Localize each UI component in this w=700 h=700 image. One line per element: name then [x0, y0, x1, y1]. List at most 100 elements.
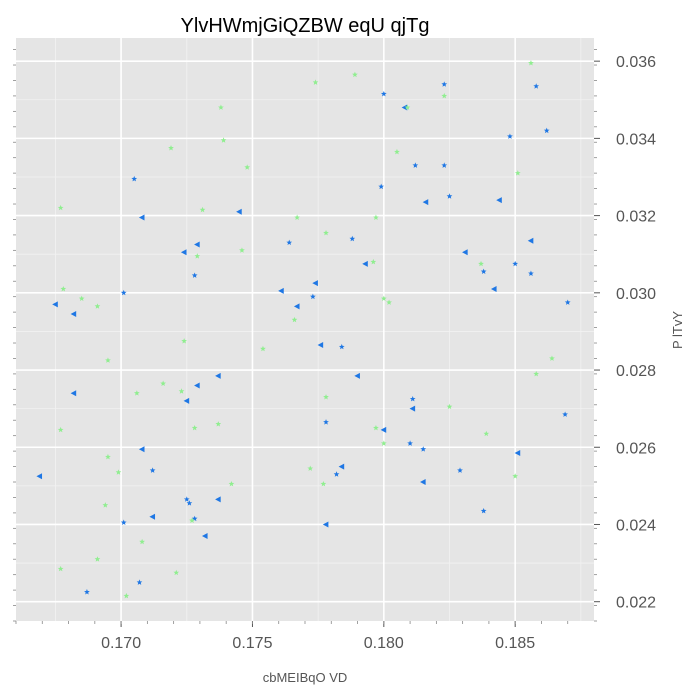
- data-point: [186, 500, 193, 506]
- y-tick-label: 0.032: [616, 209, 656, 226]
- data-point: [420, 446, 427, 452]
- data-point: [78, 295, 85, 302]
- data-point: [307, 465, 314, 471]
- data-point: [218, 104, 224, 110]
- data-point: [378, 183, 385, 190]
- data-point: [199, 206, 206, 213]
- data-point: [322, 521, 329, 528]
- data-point: [194, 382, 200, 389]
- data-point: [293, 303, 300, 310]
- data-point: [380, 426, 387, 433]
- data-point: [312, 79, 319, 85]
- data-point: [220, 137, 227, 143]
- y-tick-label: 0.034: [616, 131, 656, 148]
- data-point: [57, 204, 64, 211]
- data-point: [228, 480, 235, 487]
- data-point: [409, 405, 416, 412]
- data-point: [138, 446, 145, 453]
- plot-area: [16, 38, 594, 621]
- data-point: [260, 345, 266, 352]
- data-point: [160, 380, 166, 386]
- data-point: [194, 241, 200, 248]
- data-point: [201, 533, 208, 540]
- data-point: [422, 199, 429, 206]
- y-axis-label: P lTvY: [670, 311, 685, 349]
- data-point: [394, 148, 400, 155]
- data-point: [294, 214, 300, 220]
- data-point: [310, 293, 316, 300]
- data-point: [191, 515, 198, 522]
- y-tick-label: 0.024: [616, 517, 656, 534]
- data-point: [168, 145, 174, 151]
- data-point: [191, 424, 198, 431]
- data-point: [215, 372, 221, 379]
- data-point: [191, 272, 198, 278]
- data-point: [480, 268, 487, 275]
- data-point: [134, 390, 140, 396]
- x-tick-label: 0.185: [495, 635, 535, 652]
- data-point: [94, 556, 101, 562]
- data-point: [105, 357, 111, 363]
- data-point: [446, 403, 453, 410]
- data-point: [173, 569, 180, 576]
- data-point: [180, 249, 187, 256]
- data-point: [562, 411, 568, 417]
- data-point: [457, 467, 463, 473]
- data-point: [323, 394, 329, 400]
- data-point: [480, 507, 487, 514]
- data-point: [380, 295, 387, 302]
- data-point: [136, 579, 143, 585]
- data-point: [338, 343, 345, 350]
- data-point: [149, 467, 156, 473]
- data-point: [441, 92, 448, 99]
- y-tick-label: 0.026: [616, 440, 656, 457]
- y-tick-labels: 0.022 0.024 0.026 0.028 0.030 0.032 0.034 0.036: [616, 54, 656, 612]
- data-point: [312, 280, 318, 287]
- data-point: [181, 338, 187, 344]
- data-point: [370, 258, 377, 265]
- data-point: [320, 480, 327, 487]
- data-point: [441, 81, 448, 87]
- data-point: [420, 479, 426, 486]
- data-point: [215, 496, 221, 503]
- data-point: [564, 299, 571, 305]
- x-tick-label: 0.175: [232, 635, 272, 652]
- data-point: [528, 270, 534, 276]
- data-point: [36, 473, 43, 480]
- data-point: [549, 355, 555, 361]
- data-point: [323, 229, 329, 236]
- data-point: [189, 517, 195, 524]
- data-point: [183, 496, 190, 502]
- x-tick-label: 0.180: [364, 635, 404, 652]
- data-point: [131, 175, 138, 182]
- data-point: [183, 397, 190, 404]
- data-point: [120, 519, 127, 525]
- data-point: [94, 303, 101, 309]
- data-point: [291, 316, 298, 323]
- x-tick-label: 0.170: [101, 635, 141, 652]
- data-point: [123, 592, 130, 599]
- data-point: [60, 285, 67, 292]
- chart-title: YlvHWmjGiQZBW eqU qjTg: [181, 15, 430, 37]
- data-point: [354, 372, 360, 379]
- data-point: [102, 502, 109, 508]
- data-point: [138, 214, 145, 221]
- data-point: [286, 239, 293, 246]
- data-point: [349, 235, 356, 242]
- data-point: [239, 247, 245, 253]
- data-point: [149, 513, 156, 520]
- data-point: [533, 370, 540, 377]
- data-point: [380, 90, 387, 97]
- data-point: [533, 83, 540, 89]
- data-point: [404, 104, 411, 110]
- data-point: [543, 127, 550, 134]
- axis-ticks: [13, 49, 600, 627]
- data-point: [446, 193, 453, 199]
- data-point: [507, 133, 513, 139]
- data-point: [373, 424, 379, 431]
- data-point: [512, 260, 519, 267]
- data-point: [244, 164, 251, 170]
- data-point: [52, 301, 58, 308]
- data-point: [362, 260, 368, 267]
